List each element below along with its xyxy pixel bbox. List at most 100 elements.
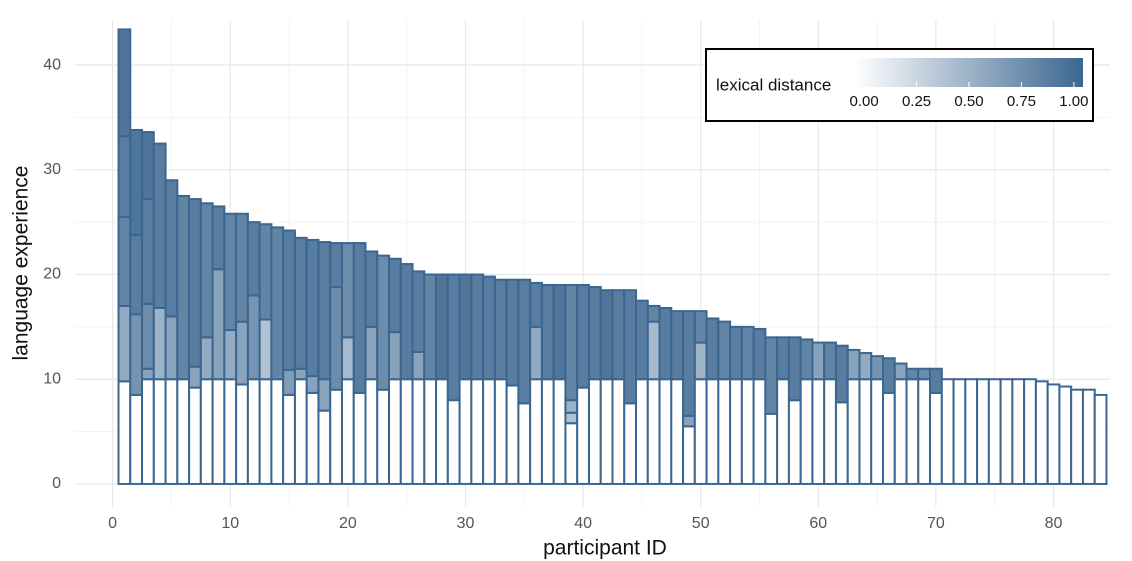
bar-segment — [870, 355, 885, 381]
bar-segment — [317, 409, 332, 485]
bar-segment — [1058, 385, 1073, 485]
bar-segment — [717, 320, 732, 381]
bar-segment — [987, 378, 1002, 485]
bar-segment — [258, 378, 273, 485]
bar-segment — [611, 378, 626, 485]
bar-segment — [199, 378, 214, 485]
bar-segment — [340, 378, 355, 485]
bar-segment — [329, 286, 343, 391]
bar-segment — [576, 386, 590, 485]
bar-segment — [446, 273, 461, 402]
bar-segment — [176, 378, 191, 485]
bar-segment — [117, 380, 132, 485]
legend-tick-label: 0.00 — [850, 93, 879, 110]
bar-segment — [882, 391, 896, 485]
bar-segment — [682, 425, 696, 485]
bar-segment — [940, 378, 955, 485]
bar-segment — [293, 378, 308, 485]
bar-segment — [764, 336, 779, 415]
x-axis-label: participant ID — [543, 537, 667, 560]
bar-segment — [188, 198, 202, 368]
x-tick-label: 40 — [574, 515, 592, 532]
bar-segment — [787, 336, 802, 402]
bar-segment — [576, 283, 590, 389]
bar-segment — [482, 378, 496, 485]
bar-segment — [623, 402, 638, 485]
bar-segment — [929, 391, 943, 485]
bar-segment — [540, 283, 555, 381]
bar-segment — [529, 281, 543, 328]
bar-segment — [235, 383, 249, 485]
bar-segment — [846, 348, 861, 381]
bar-segment — [388, 257, 402, 334]
bar-segment — [552, 378, 567, 485]
bar-segment — [858, 378, 873, 485]
bar-segment — [411, 270, 426, 353]
bar-segment — [199, 202, 214, 339]
bar-segment — [246, 378, 261, 485]
bar-segment — [129, 393, 144, 485]
bar-segment — [376, 254, 391, 391]
bar-segment — [399, 263, 414, 381]
bar-segment — [540, 378, 555, 485]
bar-segment — [682, 310, 696, 417]
bar-segment — [141, 367, 155, 381]
bar-segment — [282, 368, 296, 396]
bar-segment — [740, 325, 755, 381]
bar-segment — [258, 223, 273, 321]
bar-segment — [729, 325, 743, 381]
bar-segment — [1011, 378, 1026, 485]
bar-segment — [411, 350, 426, 381]
y-tick-label: 40 — [43, 56, 61, 73]
bar-segment — [917, 378, 932, 485]
bar-segment — [1023, 378, 1037, 485]
bar-segment — [776, 336, 790, 381]
bar-segment — [858, 352, 873, 381]
bar-segment — [223, 212, 238, 332]
bar-segment — [458, 378, 473, 485]
x-tick-label: 30 — [457, 515, 475, 532]
bar-segment — [552, 283, 567, 381]
bar-segment — [164, 378, 179, 485]
bar-segment — [340, 242, 355, 339]
axes: 0 10 20 30 40 0 10 20 30 40 50 60 70 80 — [43, 56, 1062, 532]
bar-segment — [493, 278, 508, 381]
bar-segment — [905, 378, 920, 485]
bar-segment — [152, 142, 167, 310]
bar-segment — [705, 317, 720, 381]
bar-segment — [517, 278, 532, 405]
bar-segment — [870, 378, 885, 485]
bar-segment — [670, 378, 685, 485]
bar-segment — [599, 378, 614, 485]
legend-title: lexical distance — [716, 75, 831, 94]
y-axis-label: language experience — [10, 166, 33, 361]
bar-segment — [693, 378, 708, 485]
bar-segment — [176, 194, 191, 381]
bar-segment — [564, 411, 579, 425]
x-tick-label: 50 — [692, 515, 710, 532]
legend: lexical distance 0.00 0.25 0.50 0.75 1.00 — [705, 48, 1094, 122]
bar-segment — [705, 378, 720, 485]
bar-segment — [682, 414, 696, 428]
bar-segment — [834, 344, 849, 404]
bar-segment — [317, 378, 332, 412]
bar-segment — [811, 378, 826, 485]
bar-segment — [388, 378, 402, 485]
bar-segment — [729, 378, 743, 485]
bar-segment — [129, 313, 144, 396]
bar-segment — [117, 215, 132, 307]
bar-segment — [752, 378, 767, 485]
bar-segment — [929, 367, 943, 394]
bar-segment — [964, 378, 979, 485]
x-tick-label: 70 — [927, 515, 945, 532]
bar-segment — [693, 341, 708, 381]
bar-segment — [246, 294, 261, 381]
bar-segment — [670, 310, 685, 381]
bar-segment — [599, 289, 614, 381]
bar-segment — [1046, 383, 1061, 485]
bar-segment — [152, 378, 167, 485]
y-tick-label: 20 — [43, 266, 61, 283]
bar-segment — [223, 329, 238, 381]
bar-segment — [388, 331, 402, 381]
